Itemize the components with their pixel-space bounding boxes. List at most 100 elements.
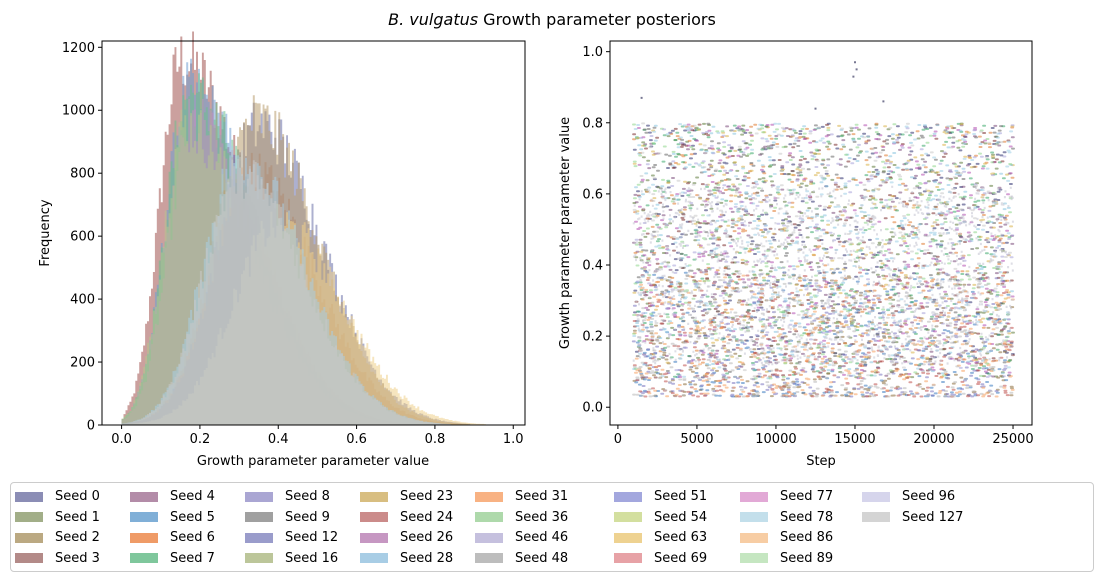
legend-swatch — [15, 491, 43, 502]
y-tick-label: 0.8 — [582, 116, 603, 131]
trace-xticks: 0 5000 10000 15000 20000 25000 — [614, 425, 1034, 447]
legend-label: Seed 8 — [285, 489, 330, 504]
legend-swatch — [245, 553, 273, 563]
figure-title: B. vulgatus Growth parameter posteriors — [388, 10, 716, 29]
legend-label: Seed 69 — [654, 550, 708, 566]
legend-item: Seed 24 — [360, 507, 453, 528]
trace-series-points — [632, 122, 1015, 379]
legend-item: Seed 77 — [740, 486, 833, 507]
legend-item: Seed 89 — [740, 548, 833, 569]
legend-item: Seed 1 — [15, 507, 100, 528]
legend-swatch — [360, 491, 388, 502]
trace-series-points — [634, 124, 1015, 380]
trace-outlier-points — [640, 61, 885, 110]
histogram-bars — [121, 31, 486, 426]
legend-swatch — [15, 512, 43, 522]
x-tick-label: 1.0 — [503, 432, 524, 447]
legend-swatch — [614, 512, 642, 522]
y-tick-label: 1.0 — [582, 45, 603, 60]
legend: Seed 0 Seed 1 Seed 2 Seed 3 Seed 4 Seed 5 Seed… — [10, 482, 1094, 572]
legend-swatch — [360, 532, 388, 543]
trace-series-points — [632, 123, 1015, 379]
x-tick-label: 10000 — [755, 432, 796, 447]
title-italic: B. vulgatus — [388, 10, 478, 29]
legend-label: Seed 0 — [55, 489, 100, 504]
x-tick-label: 0.0 — [111, 432, 132, 447]
legend-item: Seed 8 — [245, 486, 330, 507]
legend-label: Seed 16 — [285, 550, 339, 566]
legend-item: Seed 16 — [245, 548, 338, 569]
legend-label: Seed 36 — [515, 509, 569, 525]
y-tick-label: 800 — [70, 167, 95, 182]
legend-label: Seed 46 — [515, 530, 569, 545]
x-tick-label: 25000 — [992, 432, 1033, 447]
legend-swatch — [360, 512, 388, 522]
legend-item: Seed 54 — [614, 507, 707, 528]
trace-ylabel: Growth parameter parameter value — [558, 117, 573, 349]
legend-swatch — [360, 553, 388, 563]
legend-item: Seed 96 — [862, 486, 955, 507]
legend-swatch — [475, 491, 503, 502]
legend-label: Seed 3 — [55, 550, 100, 566]
legend-item: Seed 26 — [360, 527, 453, 548]
x-tick-label: 15000 — [834, 432, 875, 447]
legend-swatch — [130, 532, 158, 543]
legend-item: Seed 48 — [475, 548, 568, 569]
trace-series-points — [632, 123, 1015, 379]
legend-label: Seed 26 — [400, 530, 454, 545]
y-tick-label: 200 — [70, 356, 95, 371]
trace-points — [631, 61, 1015, 398]
legend-item: Seed 12 — [245, 527, 338, 548]
trace-panel: 0 5000 10000 15000 20000 25000 0.00.20.40.60.… — [558, 40, 1034, 469]
y-tick-label: 0.0 — [582, 401, 603, 416]
y-tick-label: 0.6 — [582, 187, 603, 202]
histogram-panel: 0.0 0.2 0.4 0.6 0.8 1.0 0 200 400 600 800 1000 1200… — [38, 31, 526, 469]
legend-label: Seed 6 — [170, 530, 215, 545]
legend-item: Seed 2 — [15, 527, 100, 548]
legend-item: Seed 5 — [130, 507, 215, 528]
legend-item: Seed 3 — [15, 548, 100, 569]
legend-item: Seed 31 — [475, 486, 568, 507]
legend-label: Seed 23 — [400, 489, 454, 504]
legend-swatch — [245, 491, 273, 502]
histogram-ylabel: Frequency — [38, 199, 53, 266]
legend-swatch — [614, 553, 642, 563]
legend-item: Seed 6 — [130, 527, 215, 548]
legend-swatch — [740, 532, 768, 543]
histogram-series-seed-127 — [121, 150, 451, 425]
legend-swatch — [130, 491, 158, 502]
histogram-xticks: 0.0 0.2 0.4 0.6 0.8 1.0 — [111, 425, 524, 447]
legend-label: Seed 77 — [780, 489, 834, 504]
legend-label: Seed 5 — [170, 509, 215, 525]
legend-label: Seed 48 — [515, 550, 569, 566]
legend-swatch — [15, 532, 43, 543]
x-tick-label: 0.4 — [268, 432, 289, 447]
legend-label: Seed 2 — [55, 530, 100, 545]
legend-item: Seed 69 — [614, 548, 707, 569]
legend-label: Seed 31 — [515, 489, 569, 504]
legend-swatch — [245, 532, 273, 543]
legend-label: Seed 96 — [902, 489, 956, 504]
legend-item: Seed 23 — [360, 486, 453, 507]
y-tick-label: 1000 — [62, 104, 95, 119]
figure: B. vulgatus Growth parameter posteriors … — [38, 10, 1034, 469]
legend-label: Seed 24 — [400, 509, 454, 525]
x-tick-label: 20000 — [913, 432, 954, 447]
legend-label: Seed 86 — [780, 530, 834, 545]
legend-item: Seed 46 — [475, 527, 568, 548]
legend-label: Seed 89 — [780, 550, 834, 566]
histogram-xlabel: Growth parameter parameter value — [197, 454, 429, 469]
y-tick-label: 1200 — [62, 41, 95, 56]
legend-swatch — [475, 553, 503, 563]
trace-overlay-points — [632, 185, 1014, 366]
legend-label: Seed 9 — [285, 509, 330, 525]
legend-label: Seed 7 — [170, 550, 215, 566]
legend-swatch — [245, 512, 273, 522]
legend-label: Seed 1 — [55, 509, 100, 525]
title-rest: Growth parameter posteriors — [478, 10, 716, 29]
legend-item: Seed 28 — [360, 548, 453, 569]
y-tick-label: 600 — [70, 230, 95, 245]
legend-swatch — [862, 491, 890, 502]
trace-series-points — [632, 122, 1014, 379]
legend-swatch — [475, 512, 503, 522]
